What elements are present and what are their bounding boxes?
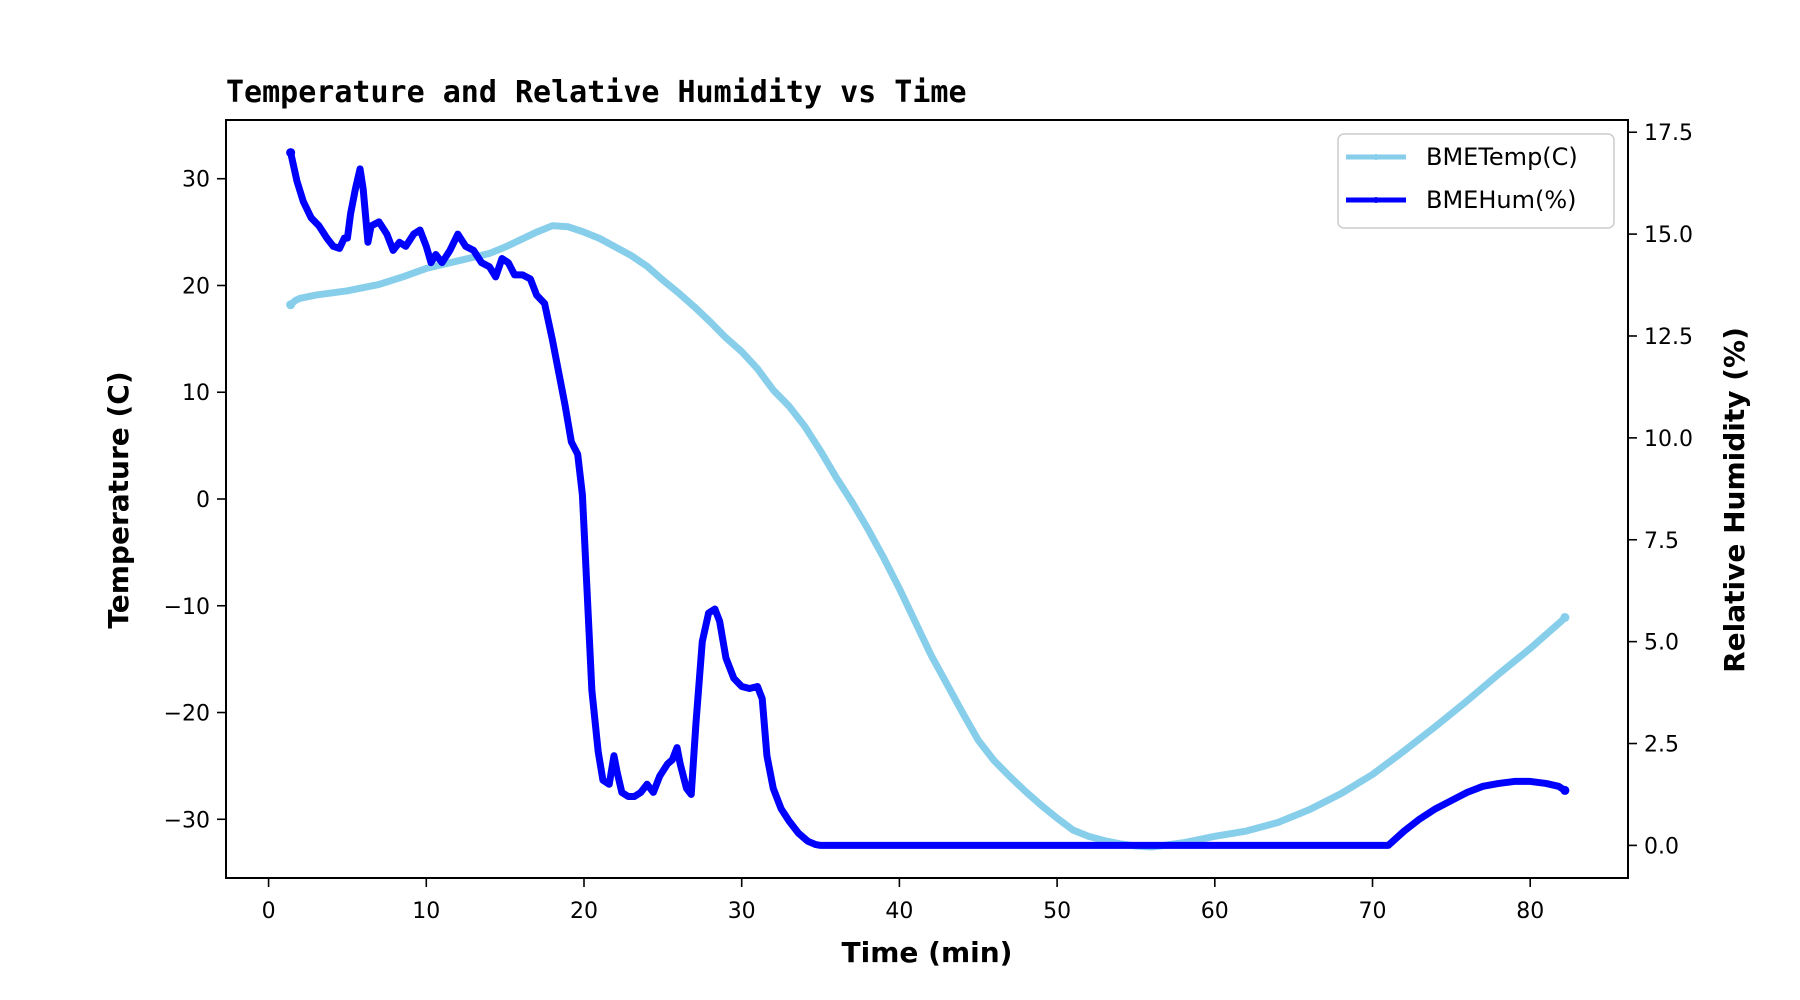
x-axis: 0 10 20 30 40 50 60 70 80 — [262, 878, 1544, 924]
legend-marker-temperature — [1373, 154, 1379, 160]
y-left-tick-label: 0 — [196, 488, 210, 513]
y-left-tick-label: 30 — [182, 168, 210, 193]
y-axis-right: 17.5 15.0 12.5 10.0 7.5 5.0 2.5 0.0 — [1628, 121, 1693, 859]
x-tick-label: 50 — [1043, 899, 1071, 924]
x-tick-label: 80 — [1516, 899, 1544, 924]
legend-label-temperature: BMETemp(C) — [1426, 143, 1578, 171]
series-point — [286, 300, 296, 310]
y-right-tick-label: 0.0 — [1644, 834, 1679, 859]
y-right-tick-label: 2.5 — [1644, 733, 1679, 758]
legend-label-humidity: BMEHum(%) — [1426, 186, 1577, 214]
series-line-temperature — [287, 222, 1569, 851]
x-tick-label: 60 — [1201, 899, 1229, 924]
y-right-tick-label: 17.5 — [1644, 121, 1693, 146]
series-point — [286, 148, 296, 158]
y-left-tick-label: −20 — [164, 702, 210, 727]
legend: BMETemp(C) BMEHum(%) — [1337, 133, 1615, 229]
y-axis-left: 30 20 10 0 −10 −20 −30 — [164, 168, 226, 833]
x-tick-label: 0 — [262, 899, 276, 924]
legend-marker-humidity — [1373, 197, 1379, 203]
legend-box — [1337, 133, 1615, 229]
y-axis-right-title: Relative Humidity (%) — [1718, 327, 1751, 673]
x-tick-label: 10 — [412, 899, 440, 924]
x-tick-label: 30 — [728, 899, 756, 924]
series-point — [1560, 613, 1570, 623]
series-point — [1560, 785, 1570, 795]
x-tick-label: 70 — [1359, 899, 1387, 924]
y-right-tick-label: 5.0 — [1644, 631, 1679, 656]
y-left-tick-label: −10 — [164, 595, 210, 620]
y-left-tick-label: 10 — [182, 381, 210, 406]
y-right-tick-label: 7.5 — [1644, 529, 1679, 554]
x-axis-title: Time (min) — [842, 936, 1013, 969]
chart-title: Temperature and Relative Humidity vs Tim… — [226, 75, 967, 110]
x-tick-label: 40 — [885, 899, 913, 924]
y-left-tick-label: −30 — [164, 808, 210, 833]
y-axis-left-title: Temperature (C) — [102, 371, 135, 628]
y-right-tick-label: 15.0 — [1644, 223, 1693, 248]
y-right-tick-label: 10.0 — [1644, 427, 1693, 452]
series-line-humidity — [287, 149, 1569, 849]
x-tick-label: 20 — [570, 899, 598, 924]
y-left-tick-label: 20 — [182, 274, 210, 299]
y-right-tick-label: 12.5 — [1644, 325, 1693, 350]
